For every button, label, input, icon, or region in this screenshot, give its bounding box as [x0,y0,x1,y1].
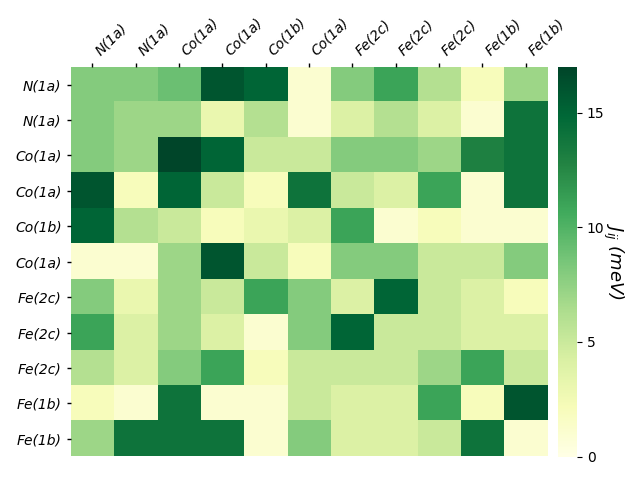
Y-axis label: $J_{ij}$ (meV): $J_{ij}$ (meV) [601,223,625,300]
